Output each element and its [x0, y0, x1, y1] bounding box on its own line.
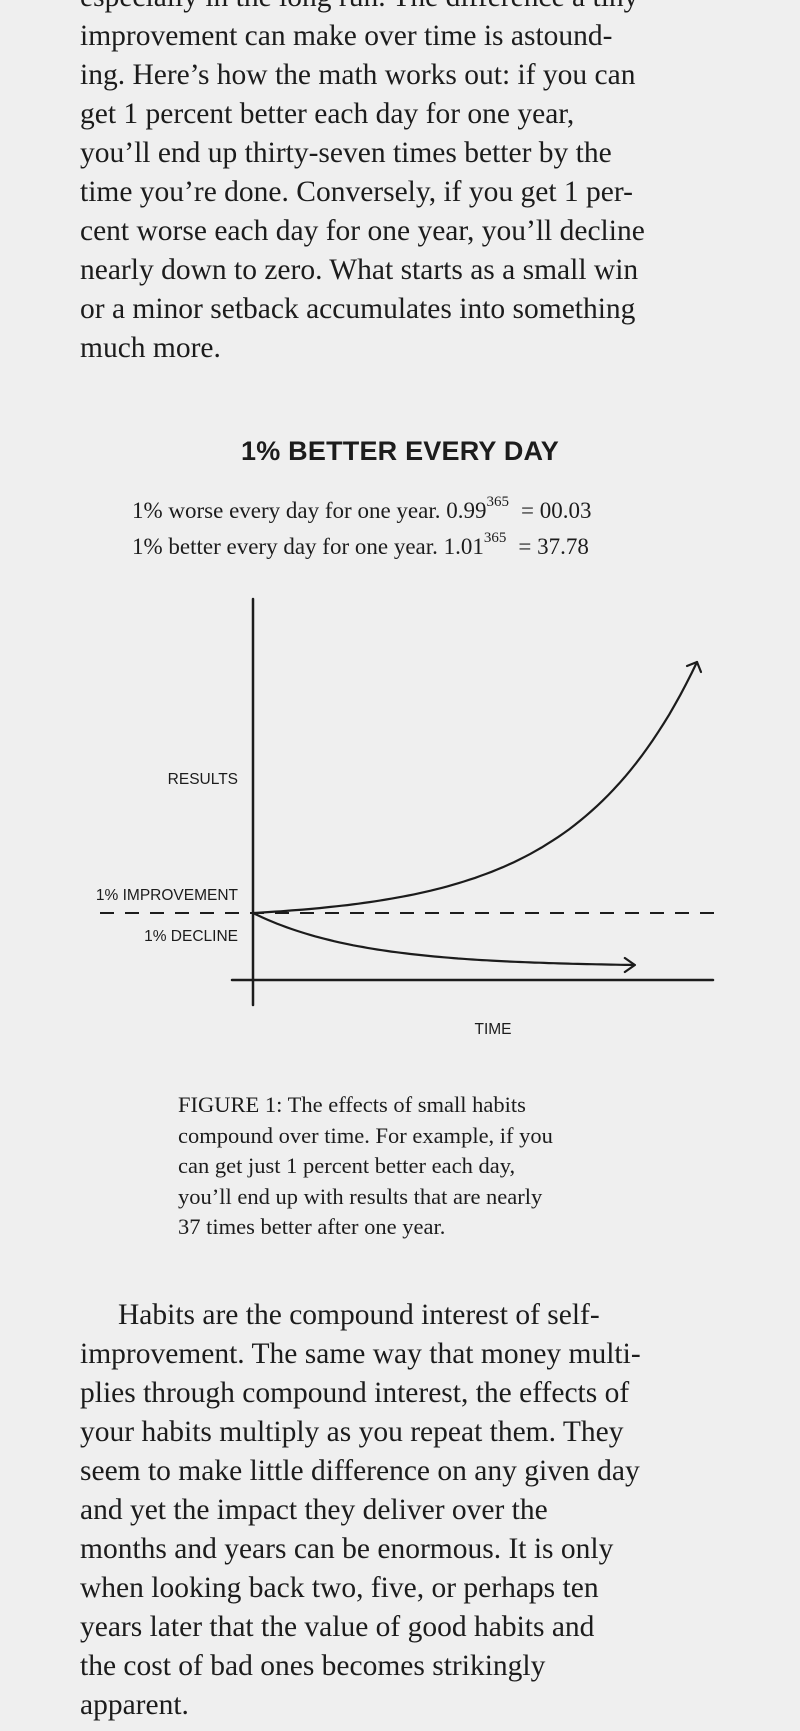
figure-caption: FIGURE 1: The effects of small habits co…	[178, 1090, 648, 1243]
caption-line: can get just 1 percent better each day,	[178, 1153, 516, 1178]
formula-exponent: 365	[483, 530, 507, 547]
caption-line: you’ll end up with results that are near…	[178, 1183, 543, 1209]
formula-better: 1% better every day for one year. 1.0136…	[132, 530, 692, 562]
y-axis-label: RESULTS	[168, 771, 238, 788]
text-line: time you’re done. Conversely, if you get…	[80, 176, 633, 208]
caption-line: FIGURE 1: The effects of small habits	[178, 1092, 526, 1117]
text-line: months and years can be enormous. It is …	[80, 1533, 614, 1565]
body-paragraph-bottom: Habits are the compound interest of self…	[80, 1296, 730, 1725]
text-line: you’ll end up thirty-seven times better …	[80, 137, 612, 169]
series-line-decline	[251, 911, 636, 967]
text-line: much more.	[80, 332, 221, 364]
formula-worse: 1% worse every day for one year. 0.99365…	[132, 494, 692, 526]
text-line: plies through compound interest, the eff…	[80, 1377, 630, 1409]
text-line: improvement can make over time is astoun…	[80, 20, 613, 52]
text-line: seem to make little difference on any gi…	[80, 1455, 640, 1487]
text-line: the cost of bad ones becomes strikingly	[80, 1650, 546, 1682]
text-line: especially in the long run. The differen…	[80, 0, 730, 17]
text-line: when looking back two, five, or perhaps …	[80, 1572, 599, 1604]
x-axis-label: TIME	[474, 1021, 511, 1038]
text-line: improvement. The same way that money mul…	[80, 1338, 641, 1370]
text-line: get 1 percent better each day for one ye…	[80, 98, 575, 130]
series-line-improvement	[251, 660, 699, 915]
body-paragraph-top: especially in the long run. The differen…	[80, 0, 730, 368]
compound-growth-chart: RESULTS 1% IMPROVEMENT 1% DECLINE TIME	[96, 597, 720, 1038]
text-line: or a minor setback accumulates into some…	[80, 293, 636, 325]
formula-text: 1% worse every day for one year. 0.99	[132, 498, 487, 523]
caption-line: compound over time. For example, if you	[178, 1122, 553, 1148]
text-line: Habits are the compound interest of self…	[118, 1299, 600, 1331]
text-line: nearly down to zero. What starts as a sm…	[80, 254, 639, 286]
text-line: and yet the impact they deliver over the	[80, 1494, 548, 1526]
text-line: cent worse each day for one year, you’ll…	[80, 215, 645, 247]
series-label-improvement: 1% IMPROVEMENT	[96, 887, 239, 904]
formula-exponent: 365	[486, 494, 509, 511]
text-line: your habits multiply as you repeat them.…	[80, 1416, 624, 1448]
text-line: years later that the value of good habit…	[80, 1611, 595, 1643]
text-line: ing. Here’s how the math works out: if y…	[80, 59, 636, 91]
formula-result: = 37.78	[518, 534, 589, 559]
arrowhead-improvement	[685, 660, 703, 674]
formula-text: 1% better every day for one year. 1.01	[132, 534, 484, 559]
formula-result: = 00.03	[520, 498, 592, 523]
caption-line: 37 times better after one year.	[178, 1214, 446, 1239]
series-label-decline: 1% DECLINE	[144, 928, 238, 945]
arrowhead-decline	[623, 956, 636, 974]
figure-title: 1% BETTER EVERY DAY	[241, 436, 559, 466]
text-line: apparent.	[80, 1689, 189, 1721]
